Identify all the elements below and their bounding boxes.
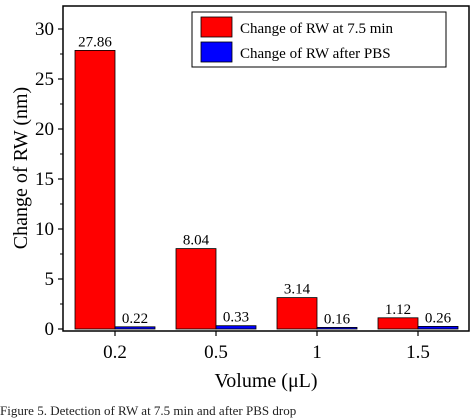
data-label-at-7-5-min-1: 3.14 — [284, 282, 311, 298]
y-tick-label: 0 — [45, 319, 55, 340]
y-axis-title: Change of RW (nm) — [10, 87, 32, 249]
data-label-after-pbs-1: 0.16 — [324, 311, 351, 327]
bars-layer — [74, 50, 459, 330]
data-labels-layer: 27.86 8.04 3.14 1.12 0.22 0.33 0.16 0.26 — [78, 34, 452, 327]
legend-swatch-at-7-5-min — [200, 16, 233, 38]
y-tick-label: 5 — [45, 269, 55, 290]
data-label-after-pbs-0-5: 0.33 — [223, 310, 249, 326]
legend-label-after-pbs: Change of RW after PBS — [240, 46, 391, 62]
bar-after-pbs-0-5 — [215, 325, 257, 330]
y-tick-label: 10 — [35, 219, 54, 240]
y-tick-label: 25 — [35, 69, 54, 90]
data-label-after-pbs-0-2: 0.22 — [122, 311, 148, 327]
data-label-at-7-5-min-0-2: 27.86 — [78, 34, 112, 50]
legend-label-at-7-5-min: Change of RW at 7.5 min — [240, 21, 394, 37]
bar-after-pbs-1 — [316, 326, 358, 330]
y-tick-label: 30 — [35, 19, 54, 40]
bar-at-7-5-min-1 — [276, 297, 318, 330]
bar-after-pbs-1-5 — [417, 325, 459, 330]
bar-at-7-5-min-0-2 — [74, 50, 116, 330]
legend-swatch-after-pbs — [200, 41, 233, 63]
bar-at-7-5-min-1-5 — [377, 317, 419, 330]
plot-frame — [62, 5, 470, 332]
y-tick-label: 15 — [35, 169, 54, 190]
legend: Change of RW at 7.5 min Change of RW aft… — [191, 11, 447, 68]
y-tick-label: 20 — [35, 119, 54, 140]
data-label-at-7-5-min-1-5: 1.12 — [385, 302, 411, 318]
axes-layer: 0 5 10 15 20 25 30 0.2 0.5 1 1.5 — [35, 19, 430, 363]
bar-after-pbs-0-2 — [114, 326, 156, 330]
x-tick-label: 0.5 — [204, 342, 228, 363]
data-label-at-7-5-min-0-5: 8.04 — [183, 233, 210, 249]
x-tick-label: 1 — [312, 342, 322, 363]
bar-at-7-5-min-0-5 — [175, 248, 217, 330]
x-tick-label: 1.5 — [406, 342, 430, 363]
x-axis-title: Volume (μL) — [214, 370, 317, 392]
legend-box — [191, 11, 447, 68]
figure-caption: Figure 5. Detection of RW at 7.5 min and… — [0, 403, 297, 418]
x-tick-label: 0.2 — [103, 342, 127, 363]
data-label-after-pbs-1-5: 0.26 — [425, 310, 452, 326]
